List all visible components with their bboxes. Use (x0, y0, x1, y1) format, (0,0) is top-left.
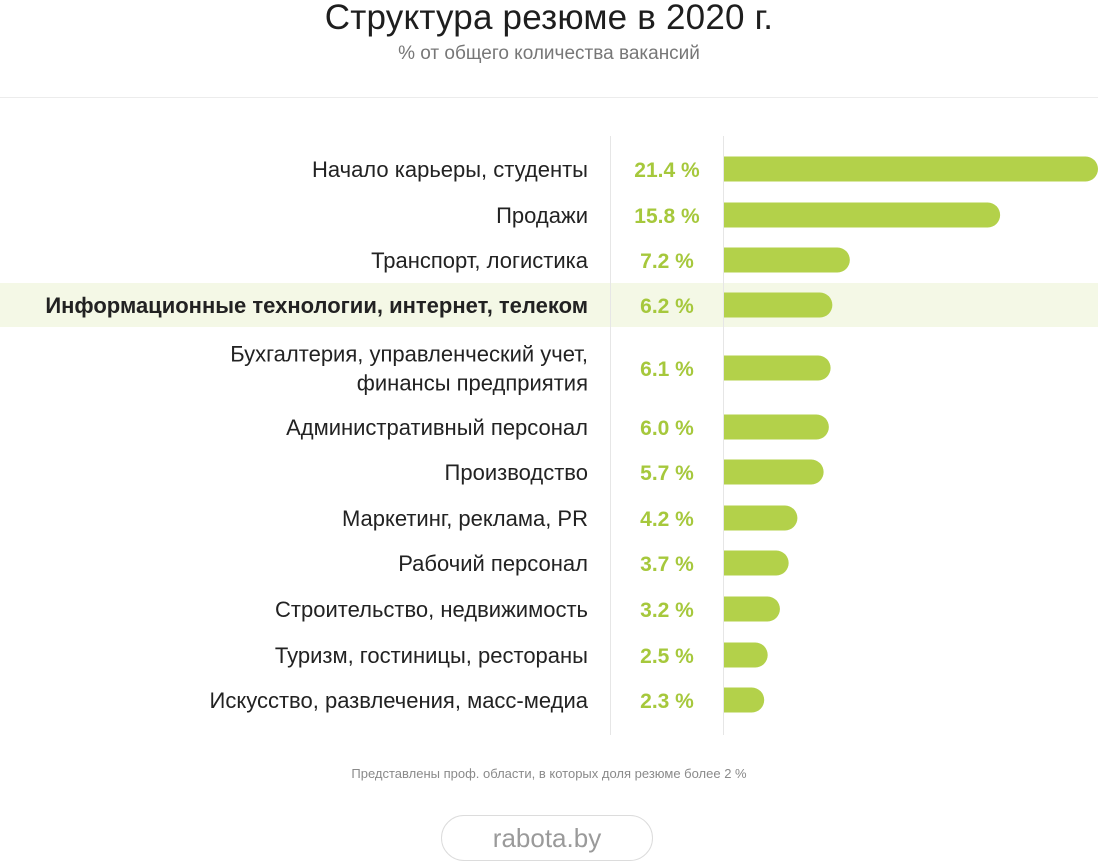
bar-left-cap (724, 202, 737, 228)
category-label: Административный персонал (286, 415, 588, 440)
bar-left-cap (724, 247, 737, 273)
bar-left-cap (724, 505, 737, 531)
brand-badge[interactable]: rabota.by (441, 815, 653, 861)
header-divider (0, 97, 1098, 98)
value-label: 15.8 % (634, 205, 700, 228)
bar-left-cap (724, 459, 737, 485)
category-label: Продажи (496, 203, 588, 228)
bar (724, 247, 850, 273)
bar (724, 156, 1098, 182)
bar-left-cap (724, 550, 737, 576)
value-label: 5.7 % (640, 462, 694, 485)
value-label: 6.2 % (640, 295, 694, 318)
bar (724, 355, 831, 381)
bar (724, 414, 829, 440)
category-label: Искусство, развлечения, масс-медиа (210, 688, 589, 713)
category-label: Начало карьеры, студенты (312, 157, 588, 182)
category-label: Информационные технологии, интернет, тел… (45, 293, 588, 318)
bar (724, 505, 798, 531)
category-label: Маркетинг, реклама, PR (342, 506, 588, 531)
bar (724, 459, 824, 485)
value-label: 4.2 % (640, 508, 694, 531)
bar-left-cap (724, 642, 737, 668)
bar (724, 550, 789, 576)
value-label: 3.2 % (640, 599, 694, 622)
bar-left-cap (724, 355, 737, 381)
value-label: 6.0 % (640, 417, 694, 440)
category-label: Бухгалтерия, управленческий учет, финансы… (230, 342, 588, 396)
category-label: Туризм, гостиницы, рестораны (275, 643, 588, 668)
bar (724, 202, 1001, 228)
chart-subtitle: % от общего количества вакансий (398, 43, 700, 64)
value-label: 2.5 % (640, 645, 694, 668)
chart-title: Структура резюме в 2020 г. (324, 0, 774, 37)
value-label: 3.7 % (640, 553, 694, 576)
bar (724, 596, 780, 622)
value-label: 2.3 % (640, 690, 694, 713)
bar-left-cap (724, 156, 737, 182)
highlight-row-band (0, 283, 1098, 327)
bar (724, 292, 833, 318)
bar-left-cap (724, 292, 737, 318)
category-label: Производство (445, 460, 588, 485)
value-label: 21.4 % (634, 159, 700, 182)
bar-left-cap (724, 687, 737, 713)
value-label: 6.1 % (640, 358, 694, 381)
category-label: Транспорт, логистика (371, 248, 589, 273)
category-label: Строительство, недвижимость (275, 597, 588, 622)
bar-left-cap (724, 596, 737, 622)
category-label: Рабочий персонал (398, 551, 588, 576)
bar-chart: Начало карьеры, студенты 21.4 % Продажи 15.… (0, 136, 1098, 735)
value-label: 7.2 % (640, 250, 694, 273)
footnote: Представлены проф. области, в которых до… (351, 766, 747, 781)
bar-left-cap (724, 414, 737, 440)
